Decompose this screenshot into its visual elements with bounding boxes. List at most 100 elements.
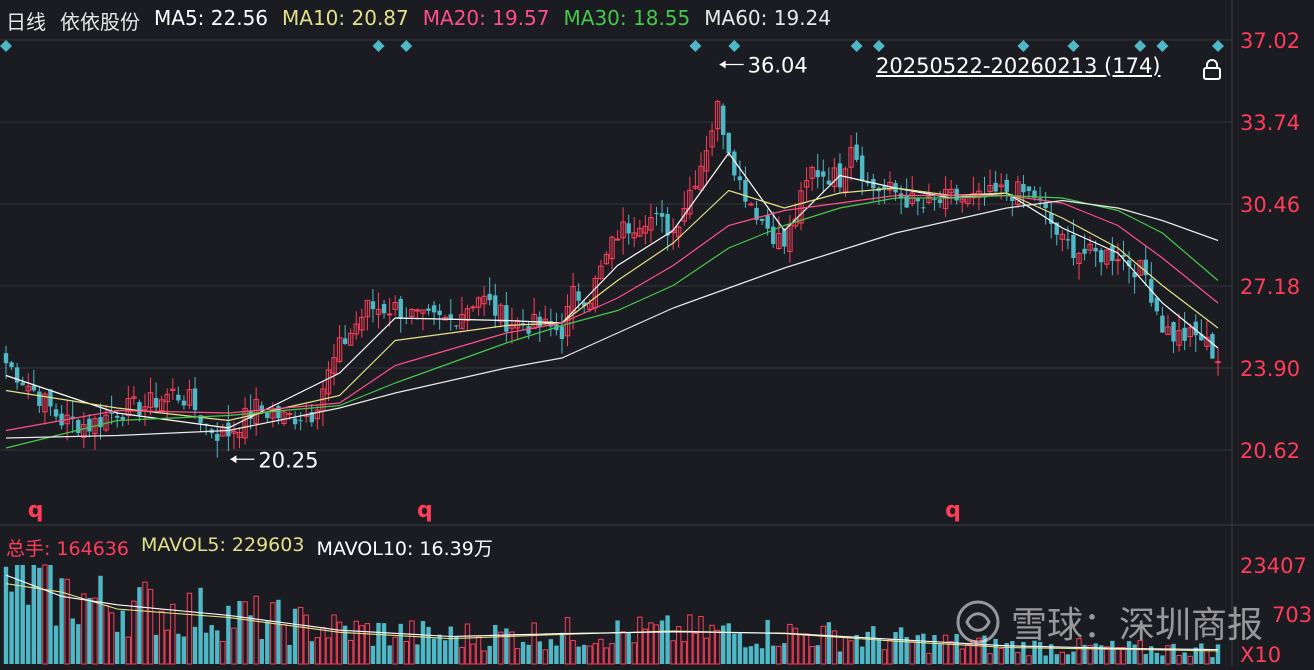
total-volume-label: 总手:: [6, 538, 51, 560]
event-marker: [872, 40, 885, 52]
volume-bar: [653, 624, 660, 665]
volume-bar: [714, 629, 721, 665]
volume-y-tick-label: 23407: [1240, 554, 1307, 578]
volume-bar: [158, 610, 165, 665]
volume-bar: [615, 620, 620, 664]
volume-bar: [237, 601, 242, 664]
volume-bar: [220, 640, 226, 665]
volume-bar: [587, 645, 593, 665]
ma-line-ma30: [5, 194, 1219, 449]
candle-body: [1059, 233, 1066, 240]
candle-body: [703, 150, 710, 172]
volume-bar: [876, 638, 882, 664]
candle-body: [1054, 222, 1059, 235]
volume-bar: [1087, 645, 1093, 665]
candle-body: [493, 295, 498, 316]
candle-body: [325, 369, 332, 395]
volume-bar: [1099, 645, 1104, 664]
volume-bar: [42, 564, 48, 665]
volume-bar: [198, 587, 203, 664]
candle-body: [203, 423, 209, 425]
volume-bar: [854, 634, 859, 664]
mavol5-label: MAVOL5: 229603: [140, 534, 305, 556]
volume-bar: [176, 633, 181, 664]
volume-bar: [982, 635, 987, 664]
volume-bar: [409, 620, 415, 665]
candle-body: [81, 424, 87, 439]
candle-body: [1076, 252, 1082, 264]
volume-bar: [342, 625, 348, 664]
volume-bar: [932, 635, 937, 664]
volume-bar: [531, 622, 537, 665]
candle-body: [937, 199, 943, 203]
candle-body: [648, 217, 654, 231]
candle-body: [158, 399, 165, 412]
volume-bar: [253, 595, 259, 665]
candle-body: [932, 199, 937, 201]
candle-body: [142, 406, 148, 411]
candle-body: [459, 313, 465, 330]
period-label[interactable]: 日线: [6, 10, 46, 34]
candle-body: [1110, 245, 1115, 261]
candle-body: [487, 293, 492, 301]
candle-body: [426, 308, 431, 311]
volume-bar: [881, 649, 888, 665]
event-marker: [400, 40, 413, 52]
volume-bar: [20, 565, 25, 664]
volume-bar: [726, 623, 731, 664]
candle-body: [1026, 186, 1032, 192]
volume-bar: [454, 636, 459, 664]
volume-bar: [1165, 645, 1171, 665]
volume-bar: [437, 634, 442, 664]
q-marker: q: [417, 498, 433, 523]
volume-bar: [164, 629, 170, 665]
volume-bar: [1187, 655, 1193, 665]
volume-bar: [759, 648, 765, 664]
candle-body: [737, 176, 743, 181]
volume-bar: [26, 604, 31, 664]
volume-bar: [459, 646, 465, 665]
stock-name: 依依股份: [60, 10, 140, 34]
volume-bar: [1065, 654, 1071, 664]
candle-body: [59, 413, 64, 426]
volume-bar: [1149, 646, 1154, 664]
candle-body: [1193, 321, 1198, 336]
volume-bar: [420, 621, 426, 664]
event-marker: [1067, 40, 1080, 52]
candle-body: [1187, 327, 1193, 338]
date-range-label[interactable]: 20250522-20260213 (174): [876, 54, 1161, 78]
y-tick-label: 27.18: [1240, 275, 1300, 299]
volume-bar: [325, 637, 332, 665]
candle-body: [120, 416, 125, 420]
volume-bar: [475, 635, 482, 665]
volume-bar: [259, 639, 264, 664]
candle-body: [614, 238, 621, 241]
volume-bar: [392, 636, 398, 665]
candle-body: [53, 409, 59, 417]
volume-bar: [648, 622, 654, 665]
candle-body: [1182, 327, 1187, 341]
volume-bar: [548, 639, 554, 664]
candle-body: [1154, 297, 1160, 312]
candle-body: [25, 385, 31, 392]
event-marker: [689, 40, 702, 52]
candle-body: [331, 357, 337, 374]
lock-icon[interactable]: [1202, 58, 1222, 80]
candle-body: [470, 306, 476, 309]
volume-bar: [215, 630, 220, 664]
candle-body: [993, 182, 998, 192]
candle-body: [392, 302, 398, 310]
candle-body: [882, 185, 887, 190]
volume-bar: [898, 627, 904, 664]
candle-body: [298, 420, 303, 422]
volume-bar: [998, 647, 1004, 665]
volume-bar: [559, 632, 565, 664]
candle-body: [3, 353, 9, 364]
volume-bar: [564, 617, 571, 665]
candle-body: [9, 362, 14, 368]
volume-bar: [64, 578, 70, 665]
volume-bar: [681, 641, 687, 665]
volume-bar: [987, 653, 993, 665]
candle-body: [692, 185, 699, 189]
y-tick-label: 33.74: [1240, 111, 1300, 135]
